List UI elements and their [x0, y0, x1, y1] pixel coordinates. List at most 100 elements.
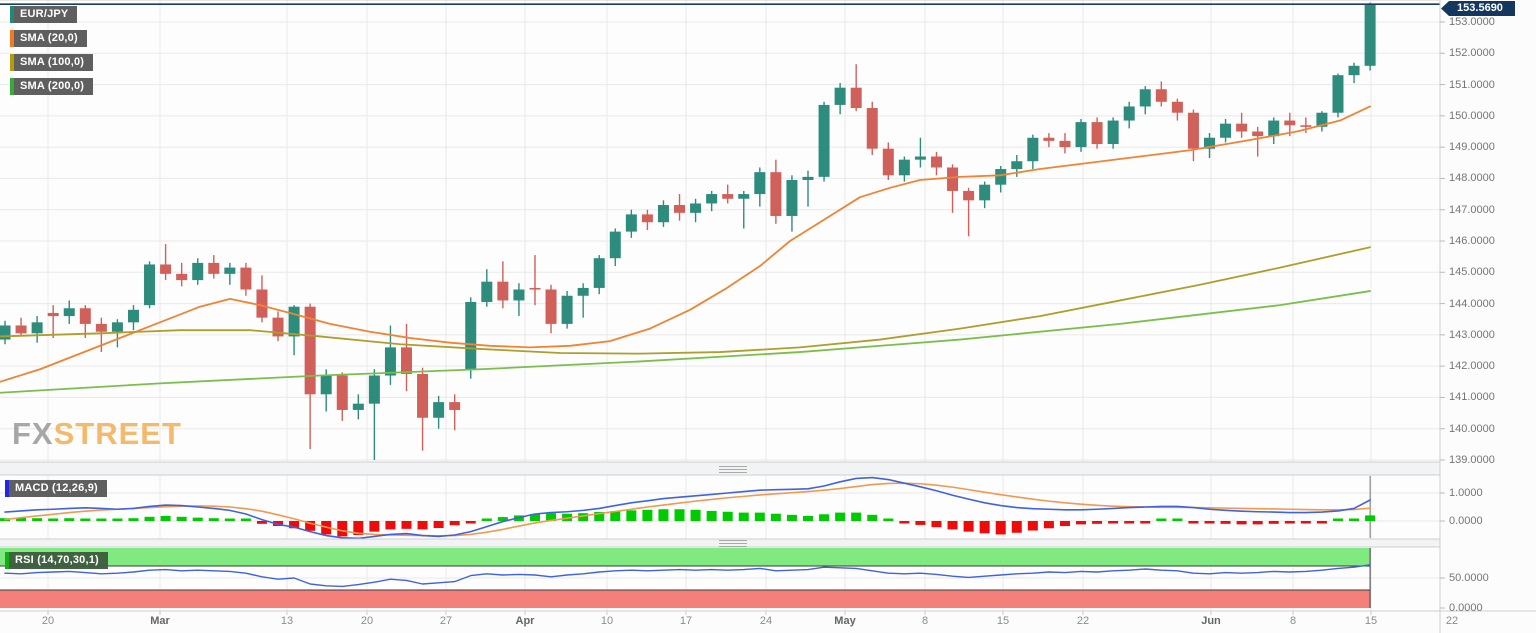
- macd-histogram-bar: [979, 521, 990, 534]
- candle-body: [368, 375, 380, 404]
- macd-histogram-bar: [1349, 518, 1360, 521]
- candle-body: [1075, 122, 1087, 148]
- macd-histogram-bar: [1108, 521, 1119, 524]
- candle-body: [31, 322, 43, 334]
- macd-histogram-bar: [1156, 518, 1167, 521]
- candle-body: [577, 287, 589, 296]
- main-panel-background[interactable]: [0, 0, 1440, 462]
- macd-histogram-bar: [240, 518, 251, 521]
- candle-body: [625, 214, 637, 232]
- candle-body: [1364, 4, 1376, 66]
- macd-histogram-bar: [1252, 521, 1263, 525]
- macd-histogram-bar: [32, 518, 43, 521]
- candle-body: [111, 322, 123, 332]
- macd-histogram-bar: [1172, 518, 1183, 521]
- candle-body: [272, 317, 284, 337]
- macd-histogram-bar: [690, 509, 701, 521]
- macd-histogram-bar: [899, 521, 910, 524]
- macd-histogram-bar: [48, 518, 59, 521]
- candle-body: [304, 306, 316, 395]
- macd-histogram-bar: [1300, 521, 1311, 524]
- rsi-panel-resize-handle[interactable]: [719, 540, 747, 547]
- macd-histogram-bar: [529, 514, 540, 521]
- macd-histogram-bar: [786, 514, 797, 521]
- candle-body: [1171, 101, 1183, 113]
- macd-histogram-bar: [658, 509, 669, 521]
- macd-histogram-bar: [1236, 521, 1247, 525]
- macd-histogram-bar: [465, 521, 476, 524]
- macd-histogram-bar: [947, 521, 958, 530]
- macd-histogram-bar: [1332, 518, 1343, 521]
- macd-histogram-bar: [497, 517, 508, 521]
- candle-body: [545, 289, 557, 324]
- candle-body: [1123, 106, 1135, 121]
- rsi-line: [4, 564, 1371, 588]
- macd-histogram-bar: [1011, 521, 1022, 533]
- candle-body: [1187, 112, 1199, 149]
- macd-histogram-bar: [1092, 521, 1103, 524]
- candle-body: [834, 87, 846, 105]
- candle-body: [866, 108, 878, 149]
- macd-histogram-bar: [674, 509, 685, 521]
- macd-histogram-bar: [433, 521, 444, 528]
- candle-body: [1155, 89, 1167, 102]
- macd-histogram-bar: [626, 510, 637, 521]
- candle-body: [657, 205, 669, 223]
- macd-histogram-bar: [1027, 521, 1038, 531]
- macd-histogram-bar: [1059, 521, 1070, 527]
- candle-body: [1011, 161, 1023, 170]
- candle-body: [1220, 123, 1232, 138]
- candle-body: [95, 323, 107, 332]
- macd-histogram-bar: [192, 517, 203, 521]
- macd-histogram-bar: [96, 518, 107, 521]
- macd-histogram-bar: [1365, 515, 1376, 521]
- candle-body: [593, 258, 605, 288]
- candle-body: [497, 281, 509, 301]
- macd-histogram-bar: [401, 521, 412, 529]
- candle-body: [0, 325, 11, 340]
- candle-body: [176, 273, 188, 281]
- macd-histogram-bar: [1284, 521, 1295, 524]
- macd-histogram-bar: [1124, 521, 1135, 524]
- macd-histogram-bar: [128, 518, 139, 521]
- candle-body: [818, 104, 830, 177]
- candle-body: [1059, 140, 1071, 148]
- candle-body: [1204, 137, 1215, 149]
- macd-histogram-bar: [80, 518, 91, 521]
- candle-body: [433, 402, 445, 418]
- candle-body: [963, 190, 975, 201]
- candle-body: [561, 295, 573, 324]
- candle-body: [63, 308, 75, 317]
- candle-body: [1348, 65, 1360, 76]
- macd-histogram-bar: [819, 514, 830, 521]
- candle-body: [1284, 120, 1296, 126]
- candle-body: [481, 281, 493, 303]
- candle-body: [160, 264, 172, 274]
- candle-body: [449, 402, 461, 410]
- macd-histogram-bar: [738, 512, 749, 521]
- candle-body: [513, 289, 525, 301]
- macd-histogram-bar: [369, 521, 380, 532]
- candle-body: [1139, 89, 1151, 107]
- macd-histogram-bar: [562, 513, 573, 521]
- candle-body: [529, 287, 541, 290]
- right-axis-background[interactable]: [1440, 0, 1536, 633]
- candle-body: [722, 194, 734, 199]
- candle-body: [995, 169, 1007, 185]
- macd-panel-resize-handle[interactable]: [719, 466, 747, 473]
- candle-body: [320, 375, 332, 395]
- candle-body: [882, 148, 894, 176]
- macd-histogram-bar: [1316, 521, 1327, 524]
- macd-histogram-bar: [273, 521, 284, 527]
- candle-body: [352, 403, 364, 410]
- macd-histogram-bar: [449, 521, 460, 526]
- candle-body: [706, 194, 718, 204]
- candle-body: [224, 267, 236, 274]
- candle-body: [1107, 120, 1119, 145]
- date-axis-background[interactable]: [0, 611, 1440, 633]
- candle-body: [786, 179, 798, 216]
- sma200-line: [0, 290, 1371, 394]
- candle-body: [1236, 123, 1248, 132]
